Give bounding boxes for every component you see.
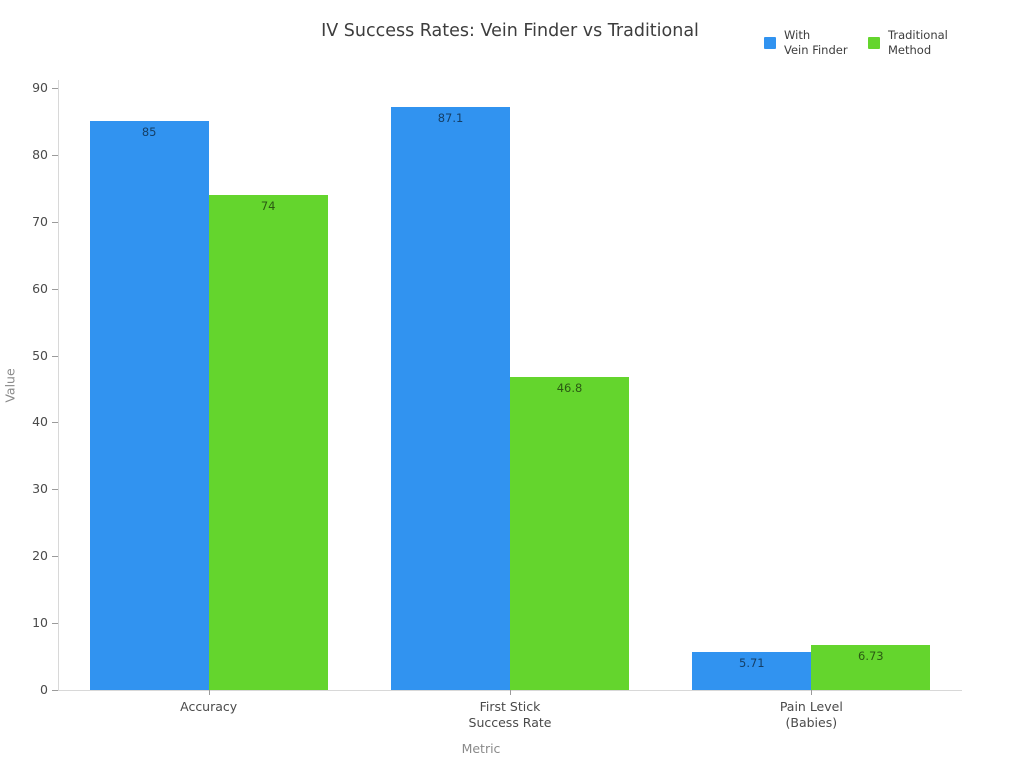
y-tick-mark [52,422,58,424]
legend-label-traditional-method: Traditional Method [888,28,948,57]
bar [89,121,209,690]
legend-item-traditional-method: Traditional Method [868,28,948,58]
bar [510,376,629,690]
y-tick-label: 90 [32,80,48,95]
y-tick-mark [52,489,58,491]
y-tick-mark [52,88,58,89]
y-tick-mark [52,154,58,156]
bar-value-label: 87.1 [437,111,464,126]
y-axis-title: Value [2,368,18,403]
x-tick-mark [510,690,511,695]
y-tick-mark [52,221,58,223]
y-tick-label: 80 [32,146,48,162]
y-tick-mark [52,556,58,558]
y-tick-label: 10 [32,615,48,631]
y-tick-mark [52,355,58,357]
bar-value-label: 46.8 [556,380,583,395]
x-tick-mark [811,690,813,695]
y-tick-label: 70 [32,213,48,229]
bar [391,107,510,690]
y-tick-label: 50 [32,347,48,363]
bar [811,644,931,690]
legend-swatch-green [868,37,880,49]
y-tick-label: 30 [32,481,48,497]
y-tick-mark [52,623,58,625]
x-tick-label: First Stick Success Rate [468,699,552,730]
bar-value-label: 74 [260,199,276,214]
legend-item-with-vein-finder: With Vein Finder [764,28,848,58]
x-tick-label: Pain Level (Babies) [779,699,843,730]
legend-swatch-blue [764,37,776,49]
y-tick-mark [52,288,58,290]
chart-title: IV Success Rates: Vein Finder vs Traditi… [321,21,699,41]
bar-value-label: 85 [141,125,157,140]
x-tick-mark [208,690,210,695]
y-tick-label: 60 [32,280,48,296]
x-tick-label: Accuracy [180,699,238,714]
y-tick-label: 0 [40,682,48,697]
y-tick-label: 20 [32,548,48,564]
bar [208,195,328,690]
y-tick-label: 40 [32,414,48,430]
x-axis-title: Metric [461,741,501,756]
bar-value-label: 6.73 [858,648,884,663]
y-axis-line [58,80,59,690]
bar-value-label: 5.71 [739,655,765,670]
y-tick-mark [52,690,58,691]
legend-label-with-vein-finder: With Vein Finder [784,28,848,57]
bar [692,651,812,690]
